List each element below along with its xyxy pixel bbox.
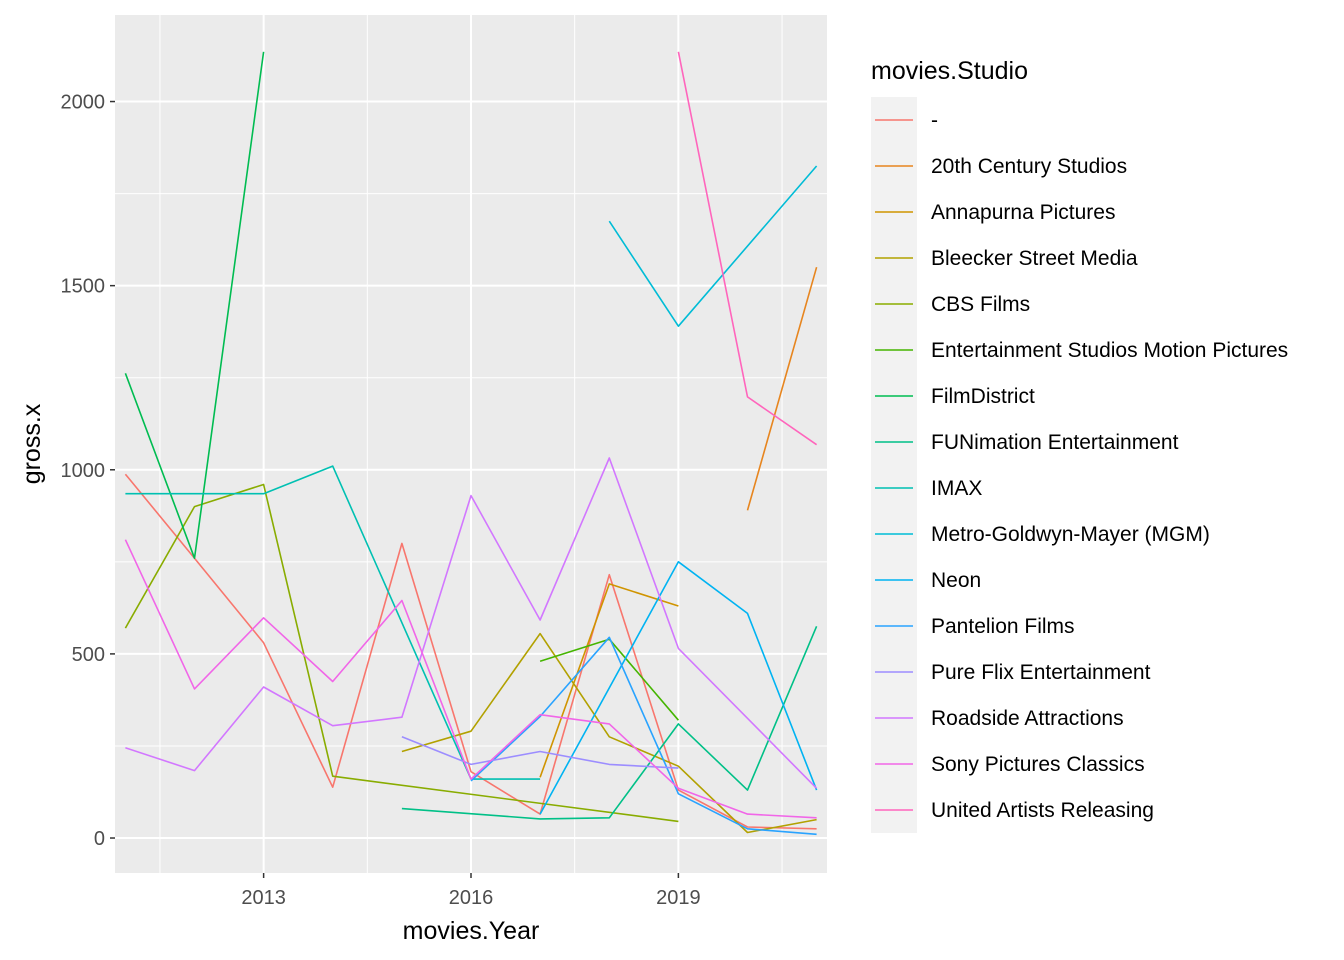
series-lines [124, 51, 818, 836]
legend-label: Neon [931, 569, 981, 592]
legend: movies.Studio - 20th Century Studios Annap… [871, 57, 1288, 833]
series-line-15 [677, 51, 818, 446]
legend-label: FilmDistrict [931, 385, 1035, 408]
x-axis-title: movies.Year [403, 917, 540, 945]
y-tick-label: 0 [94, 828, 105, 850]
series-line-3 [401, 632, 817, 834]
legend-label: Pure Flix Entertainment [931, 661, 1151, 684]
legend-label: 20th Century Studios [931, 155, 1127, 178]
legend-label: Bleecker Street Media [931, 247, 1138, 270]
y-tick-label: 1500 [61, 276, 106, 298]
legend-label: Entertainment Studios Motion Pictures [931, 339, 1288, 362]
legend-label: - [931, 109, 938, 132]
x-axis: 2013 2016 2019 [241, 873, 701, 909]
legend-label: IMAX [931, 477, 982, 500]
y-axis: 0 500 1000 1500 2000 [61, 92, 115, 850]
series-line-0 [124, 473, 817, 830]
y-tick-label: 1000 [61, 460, 106, 482]
x-tick-label: 2016 [449, 887, 494, 909]
series-line-8 [125, 465, 541, 780]
series-line-10 [539, 560, 818, 815]
series-line-14 [124, 539, 817, 819]
legend-label: Pantelion Films [931, 615, 1075, 638]
y-axis-title: gross.x [18, 403, 46, 484]
x-tick-label: 2013 [241, 887, 286, 909]
series-line-9 [608, 165, 818, 328]
series-line-6 [124, 51, 265, 560]
legend-label: CBS Films [931, 293, 1030, 316]
legend-label: United Artists Releasing [931, 799, 1154, 822]
y-tick-label: 500 [72, 644, 105, 666]
series-line-1 [746, 266, 818, 511]
legend-title: movies.Studio [871, 57, 1028, 85]
y-tick-label: 2000 [61, 92, 106, 114]
legend-label: Sony Pictures Classics [931, 753, 1145, 776]
x-tick-label: 2019 [656, 887, 701, 909]
legend-label: Metro-Goldwyn-Mayer (MGM) [931, 523, 1210, 546]
series-line-12 [401, 736, 679, 769]
series-line-7 [401, 625, 818, 820]
series-line-11 [470, 636, 817, 836]
series-line-4 [124, 483, 679, 823]
legend-items: - 20th Century Studios Annapurna Pictures B… [871, 97, 1288, 833]
legend-label: FUNimation Entertainment [931, 431, 1179, 454]
legend-label: Roadside Attractions [931, 707, 1124, 730]
major-gridlines [115, 15, 827, 873]
series-line-13 [125, 457, 818, 789]
series-line-2 [539, 583, 679, 778]
legend-label: Annapurna Pictures [931, 201, 1115, 224]
